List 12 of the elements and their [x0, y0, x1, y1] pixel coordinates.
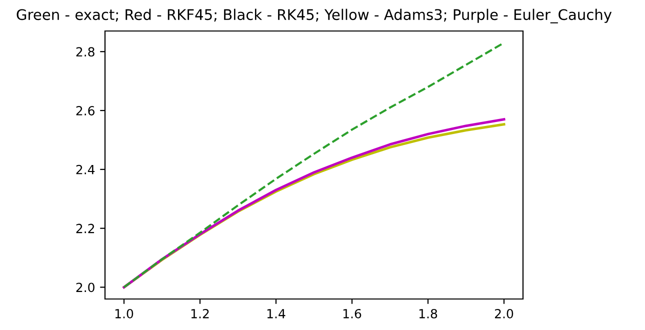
y-tick-label: 2.2: [76, 224, 94, 234]
y-tick-label: 2.0: [76, 282, 94, 292]
x-tick-label: 1.2: [191, 308, 209, 318]
x-tick-label: 1.4: [267, 309, 286, 318]
y-tick-label: 2.4: [76, 164, 95, 174]
y-tick-label: 2.6: [76, 106, 94, 116]
x-tick-label: 2.0: [494, 308, 514, 318]
chart-title: Green - exact; Red - RKF45; Black - RK45; Yellow - Adams3; Purple - Euler_Cauchy: [16, 8, 612, 24]
x-tick-label: 1.8: [419, 308, 438, 318]
x-tick-label: 1.6: [343, 308, 362, 318]
x-tick-label: 1.0: [115, 308, 134, 318]
y-tick-label: 2.8: [76, 47, 94, 57]
